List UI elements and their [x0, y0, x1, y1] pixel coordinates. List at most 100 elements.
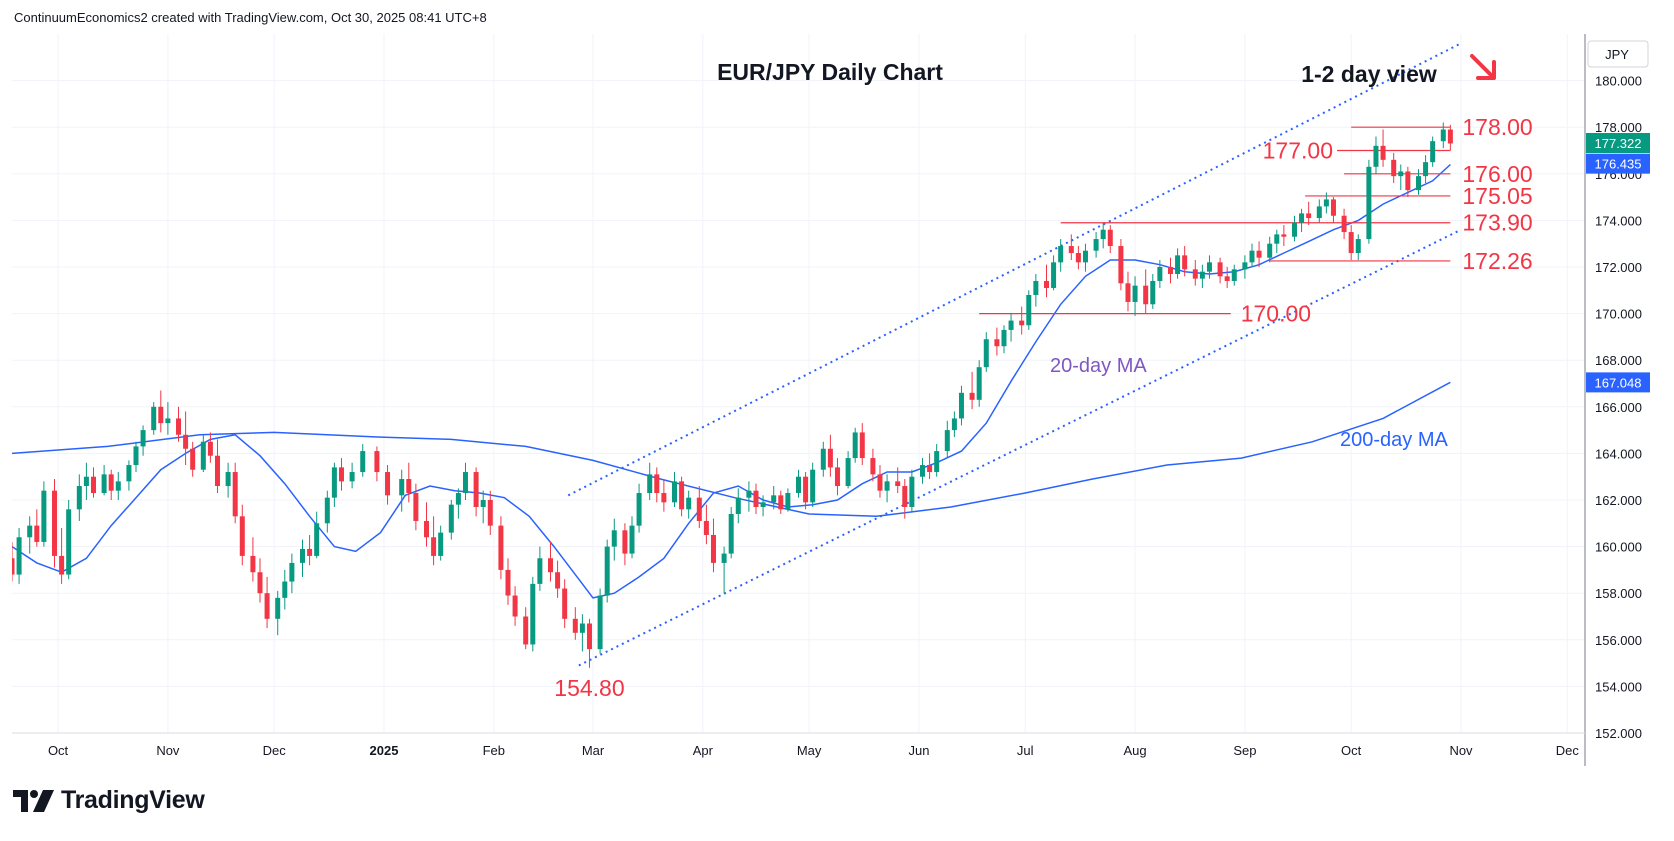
candle-body — [760, 502, 766, 507]
candle-body — [498, 525, 504, 570]
candle — [611, 518, 617, 561]
candle — [108, 469, 114, 500]
candle — [753, 483, 759, 514]
candle-body — [1118, 246, 1124, 284]
candle — [895, 467, 901, 494]
candle-body — [958, 392, 964, 419]
candle-body — [512, 595, 518, 617]
candle — [413, 483, 419, 531]
candle-body — [629, 525, 635, 554]
candle-body — [530, 583, 536, 645]
candle — [820, 441, 826, 477]
candle — [1355, 234, 1361, 261]
candle-body — [572, 618, 578, 633]
candle-body — [1242, 262, 1248, 270]
candle-body — [385, 472, 391, 496]
candle-body — [944, 430, 950, 452]
candle — [1206, 255, 1212, 279]
candle — [190, 441, 196, 477]
candle — [1249, 243, 1255, 267]
y-tick-label: 172.000 — [1595, 260, 1642, 275]
candle-body — [324, 497, 330, 524]
candle-body — [1299, 213, 1305, 223]
candle — [548, 541, 554, 582]
y-tick-label: 158.000 — [1595, 586, 1642, 601]
candle-body — [225, 472, 231, 487]
candle — [289, 553, 295, 594]
moving-averages — [12, 163, 1451, 599]
candle-body — [76, 486, 82, 510]
candle-body — [859, 432, 865, 459]
candle — [1256, 241, 1262, 267]
candle — [958, 385, 964, 426]
price-axis[interactable]: 152.000 154.000 156.000 158.000 160.000 162.0… — [1595, 74, 1642, 741]
candle-body — [1231, 269, 1237, 281]
candle — [512, 586, 518, 626]
candle — [1150, 273, 1156, 309]
tradingview-logo[interactable]: TradingView — [13, 786, 205, 815]
candle-body — [803, 476, 809, 503]
candle-body — [1355, 239, 1361, 254]
candle — [909, 469, 915, 512]
candle — [870, 448, 876, 482]
currency-badge[interactable] — [1587, 40, 1649, 68]
down-arrow-icon — [1470, 54, 1496, 80]
candle-body — [300, 548, 306, 563]
plot-area[interactable] — [12, 34, 1585, 685]
candle-body — [151, 406, 157, 431]
candle — [735, 488, 741, 524]
x-tick-label: Aug — [1123, 743, 1146, 758]
candle — [1274, 229, 1280, 254]
candle-body — [66, 509, 72, 575]
y-tick-label: 156.000 — [1595, 633, 1642, 648]
price-badge — [1586, 132, 1650, 153]
candle — [778, 490, 784, 514]
candle-body — [176, 418, 182, 435]
candle — [307, 534, 313, 566]
level-label: 173.90 — [1462, 210, 1532, 236]
candle — [455, 488, 461, 519]
candle — [126, 460, 132, 491]
candle-body — [1256, 250, 1262, 258]
chart-title: EUR/JPY Daily Chart — [717, 59, 943, 85]
level-label: 176.00 — [1462, 161, 1532, 187]
candle — [1001, 325, 1007, 354]
candle — [406, 462, 412, 503]
candle — [1175, 248, 1181, 279]
price-badge — [1586, 372, 1650, 393]
candle-body — [870, 458, 876, 475]
candle-body — [721, 553, 727, 563]
candle-body — [1380, 145, 1386, 160]
candle — [76, 474, 82, 521]
candle-body — [1167, 267, 1173, 274]
candle — [1008, 313, 1014, 342]
candle — [12, 541, 15, 582]
candle — [431, 516, 437, 566]
candle — [994, 327, 1000, 356]
candle — [672, 472, 678, 507]
candle-body — [895, 481, 901, 487]
candle-body — [951, 418, 957, 431]
candle — [1019, 306, 1025, 335]
candle-body — [1217, 262, 1223, 277]
candle-body — [604, 546, 610, 596]
candle — [654, 467, 660, 503]
candle-body — [611, 530, 617, 547]
candle-body — [785, 493, 791, 510]
candle — [703, 504, 709, 545]
candle-body — [710, 534, 716, 563]
candle — [1231, 264, 1237, 286]
candle-body — [1043, 280, 1049, 288]
price-badges: 177.322 176.435 167.048 — [1586, 132, 1650, 393]
candle — [1143, 269, 1149, 314]
candle — [424, 502, 430, 547]
x-tick-label: Sep — [1233, 743, 1256, 758]
candle — [438, 525, 444, 561]
candle-body — [165, 418, 171, 424]
time-axis[interactable]: Oct Nov Dec 2025 Feb Mar Apr May Jun Jul Aug Sep Oct… — [48, 743, 1579, 758]
candle-body — [877, 474, 883, 491]
candle — [314, 511, 320, 559]
candle — [66, 500, 72, 580]
candle — [151, 402, 157, 435]
